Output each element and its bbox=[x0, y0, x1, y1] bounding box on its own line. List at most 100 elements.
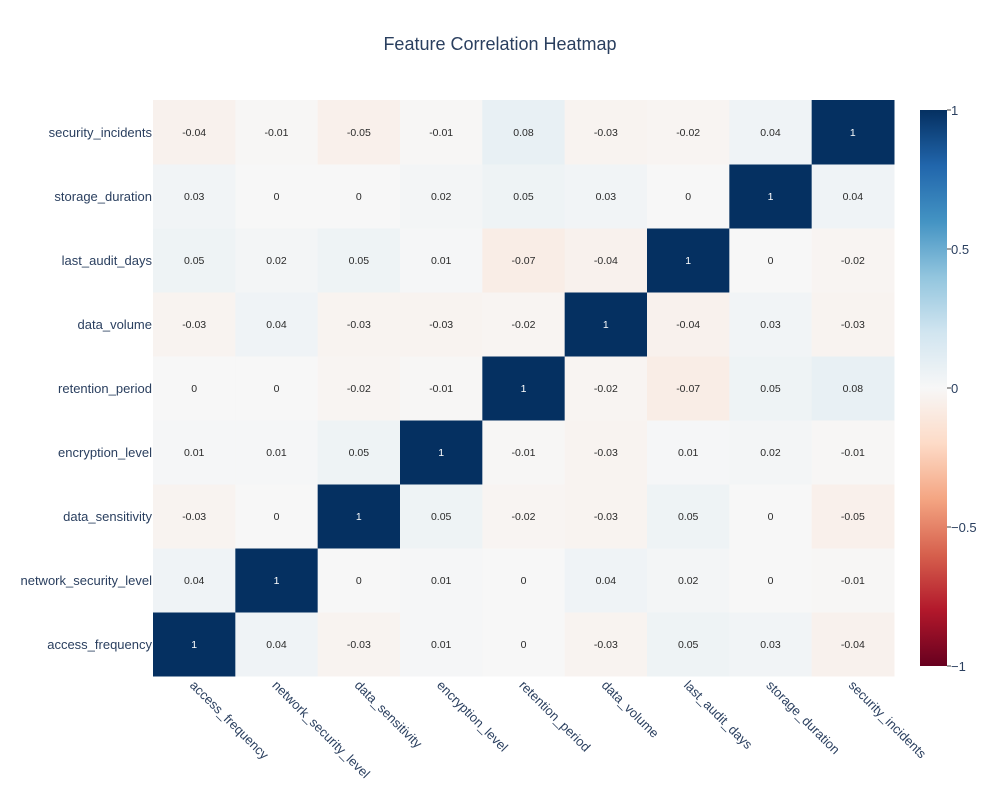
heatmap-cell bbox=[647, 100, 730, 165]
cell-value-label: 0 bbox=[274, 511, 280, 523]
heatmap-cell bbox=[564, 548, 648, 613]
colorbar-tick-label: −0.5 bbox=[951, 520, 977, 535]
heatmap-cell bbox=[482, 484, 566, 549]
chart-title: Feature Correlation Heatmap bbox=[383, 34, 616, 54]
cell-value-label: -0.02 bbox=[512, 511, 536, 523]
cell-value-label: 0.02 bbox=[266, 255, 287, 267]
cell-value-label: 0.08 bbox=[843, 383, 864, 395]
heatmap-cell bbox=[317, 228, 401, 293]
cell-value-label: 0.05 bbox=[678, 511, 699, 523]
heatmap-cell bbox=[400, 612, 483, 677]
cell-value-label: 0.03 bbox=[760, 639, 781, 651]
cell-value-label: 1 bbox=[850, 127, 856, 139]
colorbar-tick-label: 1 bbox=[951, 103, 958, 118]
heatmap-cell bbox=[235, 164, 319, 229]
heatmap-cell bbox=[482, 228, 566, 293]
heatmap-cell bbox=[317, 612, 401, 677]
heatmap-cell bbox=[564, 292, 648, 357]
heatmap-cell bbox=[564, 356, 648, 421]
cell-value-label: 0.08 bbox=[513, 127, 534, 139]
heatmap-cell bbox=[811, 548, 895, 613]
cell-value-label: 0.05 bbox=[349, 255, 370, 267]
cell-value-label: 0.05 bbox=[513, 191, 534, 203]
cell-value-label: -0.02 bbox=[676, 127, 700, 139]
cell-value-label: -0.01 bbox=[841, 447, 865, 459]
cell-value-label: -0.07 bbox=[512, 255, 536, 267]
heatmap-cell bbox=[400, 292, 483, 357]
cell-value-label: -0.02 bbox=[594, 383, 618, 395]
cell-value-label: 0 bbox=[191, 383, 197, 395]
cell-value-label: 0.01 bbox=[431, 255, 452, 267]
heatmap-cell bbox=[647, 548, 730, 613]
heatmap-cell bbox=[482, 612, 566, 677]
heatmap-cells bbox=[153, 100, 895, 677]
cell-value-label: 0.03 bbox=[184, 191, 205, 203]
y-tick-label: security_incidents bbox=[49, 125, 153, 140]
cell-value-label: 0.01 bbox=[678, 447, 699, 459]
x-tick-label: data_volume bbox=[599, 678, 662, 741]
heatmap-cell bbox=[564, 484, 648, 549]
x-tick-label: access_frequency bbox=[187, 678, 272, 763]
cell-value-label: 0.01 bbox=[431, 575, 452, 587]
heatmap-cell bbox=[317, 484, 401, 549]
heatmap-cell bbox=[317, 356, 401, 421]
heatmap-cell bbox=[235, 356, 319, 421]
heatmap-cell bbox=[729, 164, 813, 229]
heatmap-cell bbox=[153, 420, 236, 485]
cell-value-label: 0.02 bbox=[431, 191, 452, 203]
heatmap-cell bbox=[235, 548, 319, 613]
heatmap-cell bbox=[811, 420, 895, 485]
cell-value-label: 0.04 bbox=[184, 575, 205, 587]
y-tick-label: data_volume bbox=[78, 317, 152, 332]
heatmap-cell bbox=[482, 100, 566, 165]
cell-value-label: 0.04 bbox=[760, 127, 781, 139]
heatmap-cell bbox=[647, 356, 730, 421]
heatmap-cell bbox=[153, 484, 236, 549]
heatmap-cell bbox=[317, 548, 401, 613]
y-tick-label: encryption_level bbox=[58, 445, 152, 460]
colorbar-tick-label: −1 bbox=[951, 659, 966, 674]
heatmap-cell bbox=[564, 100, 648, 165]
heatmap-cell bbox=[153, 100, 236, 165]
cell-value-label: 1 bbox=[438, 447, 444, 459]
cell-value-label: 0.05 bbox=[431, 511, 452, 523]
y-tick-label: storage_duration bbox=[54, 189, 152, 204]
cell-value-label: -0.03 bbox=[594, 127, 618, 139]
cell-value-label: -0.05 bbox=[841, 511, 865, 523]
cell-value-label: 0.03 bbox=[596, 191, 617, 203]
heatmap-cell bbox=[647, 228, 730, 293]
colorbar-ticks: 1 0.5 0 −0.5 −1 bbox=[947, 103, 977, 674]
heatmap-cell bbox=[811, 164, 895, 229]
heatmap-cell bbox=[564, 420, 648, 485]
cell-value-label: -0.03 bbox=[347, 319, 371, 331]
heatmap-cell bbox=[482, 548, 566, 613]
heatmap-cell bbox=[400, 164, 483, 229]
y-tick-label: data_sensitivity bbox=[63, 509, 152, 524]
heatmap-cell bbox=[811, 356, 895, 421]
y-tick-label: last_audit_days bbox=[62, 253, 153, 268]
heatmap-cell bbox=[482, 420, 566, 485]
heatmap-cell bbox=[235, 292, 319, 357]
heatmap-cell bbox=[317, 164, 401, 229]
heatmap-cell bbox=[729, 548, 813, 613]
cell-value-label: 1 bbox=[521, 383, 527, 395]
heatmap-cell bbox=[729, 420, 813, 485]
cell-value-label: 0 bbox=[356, 191, 362, 203]
heatmap-cell bbox=[235, 100, 319, 165]
cell-value-label: -0.02 bbox=[347, 383, 371, 395]
cell-value-label: -0.01 bbox=[841, 575, 865, 587]
heatmap-cell bbox=[317, 420, 401, 485]
heatmap-cell bbox=[647, 292, 730, 357]
cell-value-label: -0.04 bbox=[676, 319, 700, 331]
cell-value-label: -0.04 bbox=[594, 255, 618, 267]
cell-value-label: -0.03 bbox=[594, 447, 618, 459]
cell-value-label: -0.03 bbox=[841, 319, 865, 331]
heatmap-cell bbox=[564, 164, 648, 229]
x-tick-label: last_audit_days bbox=[681, 678, 756, 753]
heatmap-cell bbox=[564, 612, 648, 677]
cell-value-label: 0.05 bbox=[760, 383, 781, 395]
colorbar-tick-label: 0 bbox=[951, 381, 958, 396]
heatmap-cell bbox=[729, 228, 813, 293]
cell-value-label: -0.01 bbox=[265, 127, 289, 139]
